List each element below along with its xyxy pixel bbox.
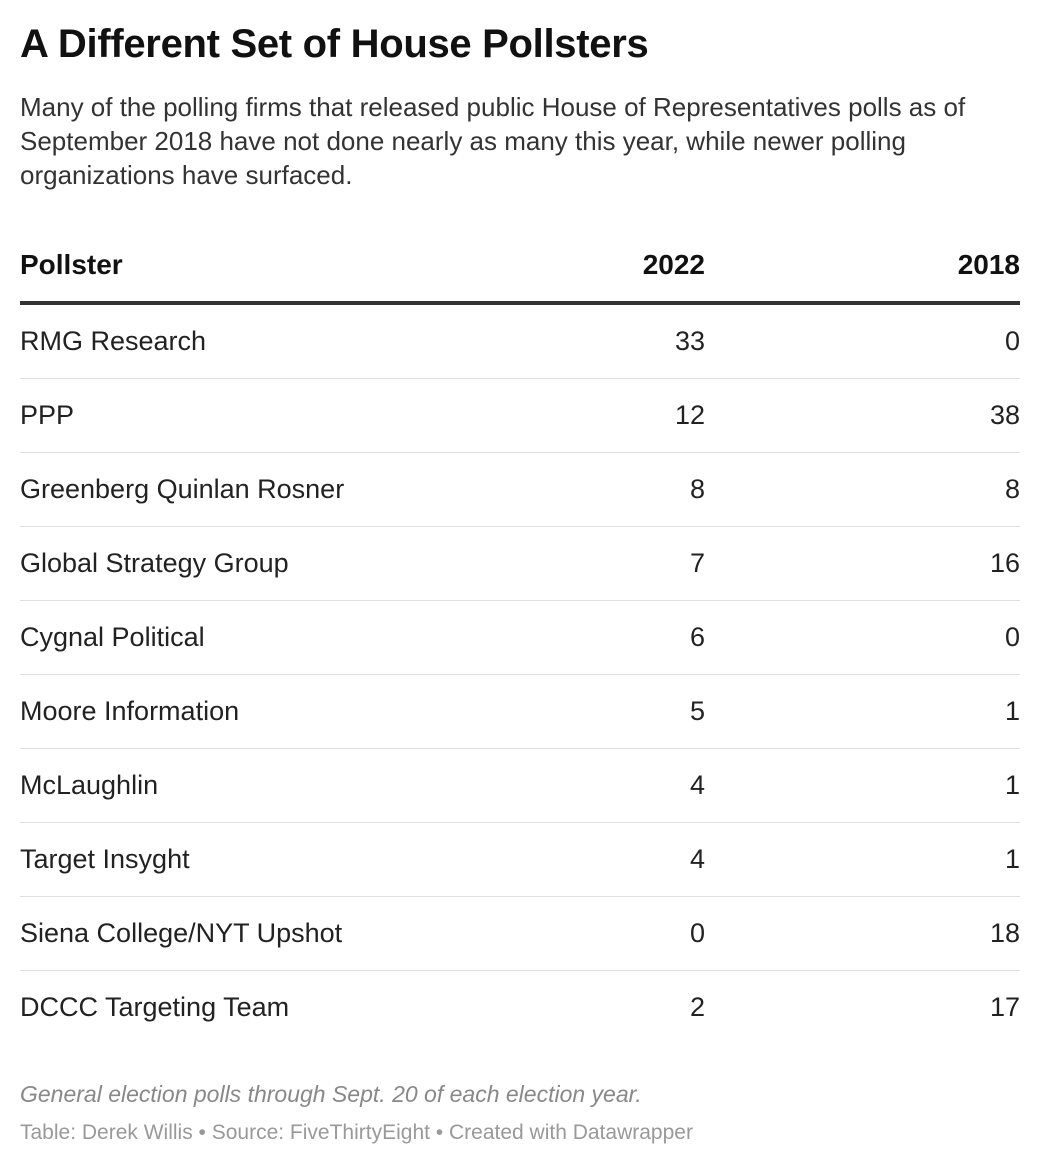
pollster-table: Pollster 2022 2018 RMG Research 33 0 PPP… <box>20 228 1020 1044</box>
cell-2022: 12 <box>520 378 705 453</box>
cell-pollster: McLaughlin <box>20 748 520 823</box>
cell-2022: 4 <box>520 748 705 823</box>
cell-2022: 6 <box>520 600 705 675</box>
table-row: Siena College/NYT Upshot 0 18 <box>20 896 1020 971</box>
table-row: Global Strategy Group 7 16 <box>20 526 1020 601</box>
cell-pollster: Global Strategy Group <box>20 526 520 601</box>
chart-notes: General election polls through Sept. 20 … <box>20 1081 642 1107</box>
cell-2022: 33 <box>520 303 705 379</box>
cell-2022: 4 <box>520 822 705 897</box>
column-header-pollster[interactable]: Pollster <box>20 228 520 305</box>
cell-pollster: Cygnal Political <box>20 600 520 675</box>
cell-pollster: Moore Information <box>20 674 520 749</box>
cell-2022: 2 <box>689 992 705 1022</box>
cell-2022: 0 <box>520 896 705 971</box>
table-row: Cygnal Political 6 0 <box>20 600 1020 675</box>
cell-2022: 8 <box>520 452 705 527</box>
table-row: PPP 12 38 <box>20 378 1020 453</box>
chart-credits[interactable]: Table: Derek Willis • Source: FiveThirty… <box>20 1121 693 1144</box>
column-header-2022[interactable]: 2022 <box>520 228 705 305</box>
table-row: Greenberg Quinlan Rosner 8 8 <box>20 452 1020 527</box>
cell-pollster: Greenberg Quinlan Rosner <box>20 452 520 527</box>
column-header-2018[interactable]: 2018 <box>705 228 1020 305</box>
cell-2018: 0 <box>705 303 1020 379</box>
chart-title: A Different Set of House Pollsters <box>20 22 649 66</box>
cell-2022: 7 <box>520 526 705 601</box>
cell-2022: 5 <box>520 674 705 749</box>
cell-2018: 17 <box>989 992 1020 1022</box>
cell-2018: 18 <box>705 896 1020 971</box>
cell-2018: 1 <box>705 822 1020 897</box>
cell-2018: 1 <box>705 748 1020 823</box>
cell-pollster: Siena College/NYT Upshot <box>20 896 520 971</box>
cell-2018: 38 <box>705 378 1020 453</box>
cell-pollster: DCCC Targeting Team <box>20 992 290 1022</box>
cell-2018: 0 <box>705 600 1020 675</box>
table-row: Moore Information 5 1 <box>20 674 1020 749</box>
cell-pollster: RMG Research <box>20 303 520 379</box>
cell-2018: 16 <box>705 526 1020 601</box>
table-row: RMG Research 33 0 <box>20 303 1020 379</box>
table-row: Target Insyght 4 1 <box>20 822 1020 897</box>
table-header-row: Pollster 2022 2018 <box>20 228 1020 305</box>
chart-subtitle: Many of the polling firms that released … <box>20 92 966 190</box>
cell-2018: 1 <box>705 674 1020 749</box>
table-body: RMG Research 33 0 PPP 12 38 Greenberg Qu… <box>20 303 1020 1044</box>
table-row: DCCC Targeting Team 2 17 <box>20 971 1020 1045</box>
table-row: McLaughlin 4 1 <box>20 748 1020 823</box>
cell-pollster: PPP <box>20 378 520 453</box>
cell-2018: 8 <box>705 452 1020 527</box>
cell-pollster: Target Insyght <box>20 822 520 897</box>
